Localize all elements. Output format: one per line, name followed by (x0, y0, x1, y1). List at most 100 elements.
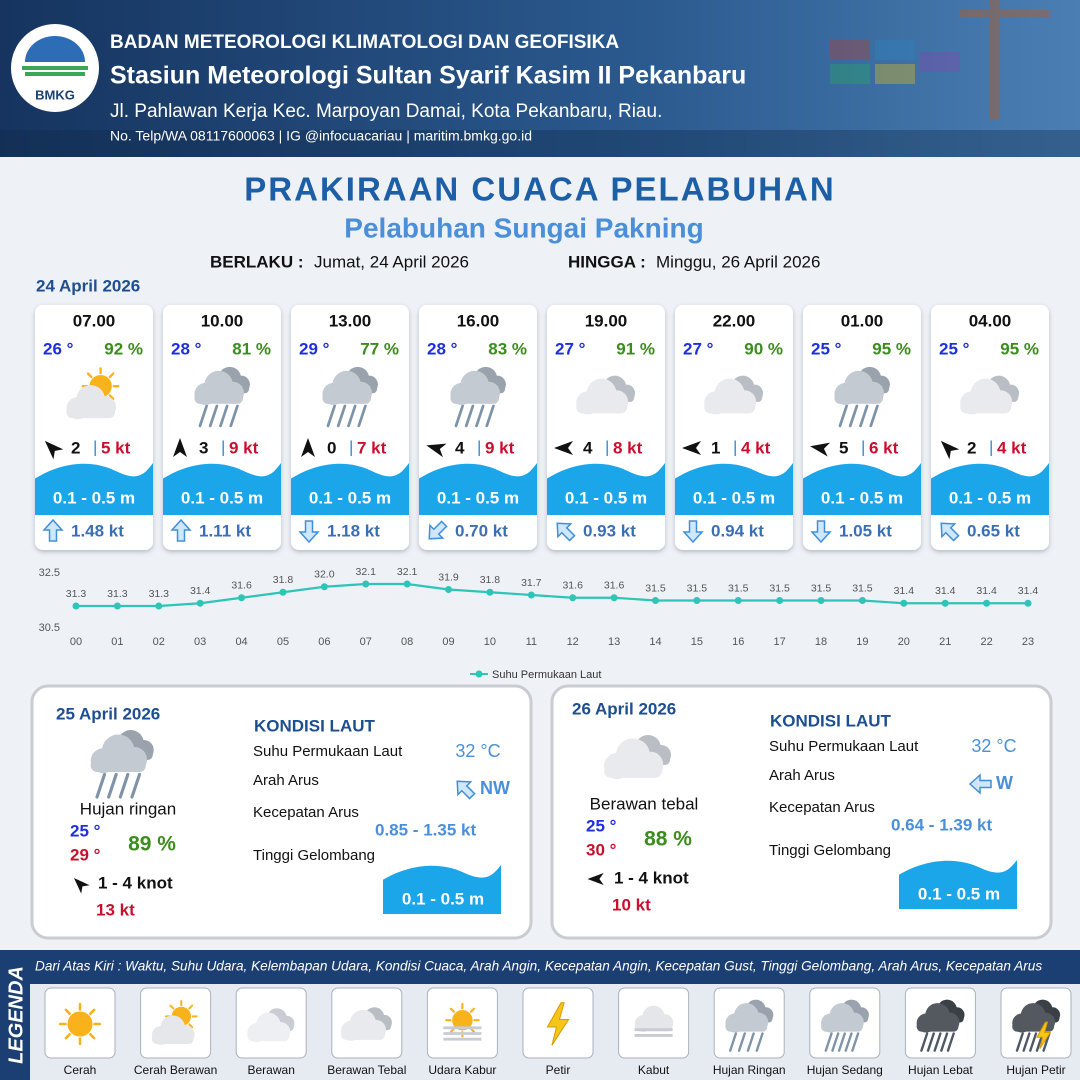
x-tick-label: 22 (980, 636, 992, 648)
outlook-humidity: 89 % (128, 833, 176, 856)
gust-speed: 4 kt (741, 438, 771, 457)
outlook-temp-max: 30 ° (586, 840, 617, 859)
header-decoration (0, 0, 1080, 157)
current-direction (940, 522, 960, 542)
rain-drop (130, 772, 142, 799)
agency: BADAN METEOROLOGI KLIMATOLOGI DAN GEOFIS… (110, 32, 619, 53)
wind-direction (44, 440, 64, 460)
wind-speed: 3 (199, 438, 208, 457)
weather-icon (546, 1002, 570, 1046)
rain-drop (848, 404, 859, 428)
sun-ray (64, 1008, 71, 1015)
sea-label: Tinggi Gelombang (769, 842, 891, 859)
rain-drop (454, 404, 464, 428)
x-tick-label: 13 (608, 636, 620, 648)
current-speed: 1.11 kt (199, 521, 251, 540)
outlook-weather: Hujan ringan (80, 799, 176, 818)
outlook-wave: 0.1 - 0.5 m (918, 884, 1000, 903)
wave-height: 0.1 - 0.5 m (181, 488, 263, 507)
rain-drop (107, 772, 118, 799)
wave (35, 463, 153, 515)
wind-separator: | (989, 437, 993, 456)
data-label: 31.3 (66, 588, 87, 600)
wave (383, 865, 501, 914)
rain-drop (737, 1032, 746, 1052)
wind-speed: 1 (711, 438, 720, 457)
rain-drop (229, 404, 239, 428)
wave (803, 463, 921, 515)
sea-temperature: 32 °C (971, 736, 1016, 756)
header-background (0, 0, 1080, 157)
cloud-part (322, 391, 371, 404)
wave (899, 860, 1017, 909)
forecast-time: 10.00 (201, 311, 244, 330)
data-label: 31.5 (687, 582, 708, 594)
weather-icon (66, 367, 120, 420)
station: Stasiun Meteorologi Sultan Syarif Kasim … (110, 62, 746, 90)
wind-direction (682, 441, 701, 455)
legend-marker (475, 670, 483, 678)
weather-icon (634, 1005, 674, 1037)
logo-mark (22, 66, 88, 76)
sun-ray (188, 1004, 194, 1010)
weather-icon (194, 366, 250, 428)
wind-separator: | (477, 437, 481, 456)
current-speed: 1.18 kt (327, 521, 380, 540)
data-label: 31.4 (935, 585, 956, 597)
sun-ray (64, 1033, 71, 1040)
forecast-time: 01.00 (841, 311, 884, 330)
data-label: 32.1 (397, 566, 418, 578)
series-point (403, 580, 411, 588)
x-tick-label: 04 (235, 636, 247, 648)
air-temperature: 26 ° (43, 339, 74, 358)
lightning (546, 1002, 570, 1046)
weather-icon (704, 375, 764, 415)
cloud-part (704, 400, 756, 414)
rain-drop (475, 404, 485, 428)
legend-label: Cerah (64, 1063, 97, 1077)
sun-ray (469, 1007, 475, 1013)
series-point (155, 602, 163, 610)
wind-direction (301, 438, 315, 457)
weather-icon (151, 1000, 198, 1045)
rain-drop (485, 404, 495, 428)
rain-drop (920, 1032, 929, 1052)
current-direction (968, 773, 992, 795)
wind-separator: | (349, 437, 353, 456)
weather-icon (916, 999, 965, 1052)
cloud-part (604, 763, 662, 778)
sea-label: Arah Arus (769, 767, 835, 784)
series-point (569, 594, 577, 602)
x-tick-label: 05 (277, 636, 289, 648)
x-tick-label: 16 (732, 636, 744, 648)
current-speed: 1.48 kt (71, 521, 124, 540)
rain-drop (347, 404, 357, 428)
current-speed: 0.93 kt (583, 521, 636, 540)
series-point (279, 588, 287, 596)
x-tick-label: 07 (360, 636, 372, 648)
current-speed: 1.05 kt (839, 521, 892, 540)
wave (291, 463, 409, 515)
cloud-part (916, 1021, 959, 1032)
wind-direction (73, 877, 90, 894)
forecast-time: 16.00 (457, 311, 500, 330)
humidity: 91 % (616, 339, 655, 358)
rain-drop (831, 1032, 840, 1052)
x-tick-label: 01 (111, 636, 123, 648)
forecast-time: 04.00 (969, 311, 1012, 330)
logo-text: BMKG (35, 87, 75, 102)
cloud-part (725, 1021, 768, 1032)
wave (547, 463, 665, 515)
legend-label: Hujan Lebat (908, 1063, 973, 1077)
legend-description-bar (30, 950, 1080, 984)
current-speed-range: 0.64 - 1.39 kt (891, 815, 992, 834)
wind-direction (173, 438, 187, 457)
rain-drop (208, 404, 219, 428)
legend-description: Dari Atas Kiri : Waktu, Suhu Udara, Kele… (35, 959, 1042, 974)
weather-icon (725, 999, 774, 1052)
rain-drop (926, 1032, 935, 1052)
data-label: 31.5 (769, 582, 790, 594)
current-direction-label: NW (480, 778, 510, 798)
series-point (72, 602, 80, 610)
validity-to: Minggu, 26 April 2026 (656, 252, 820, 271)
